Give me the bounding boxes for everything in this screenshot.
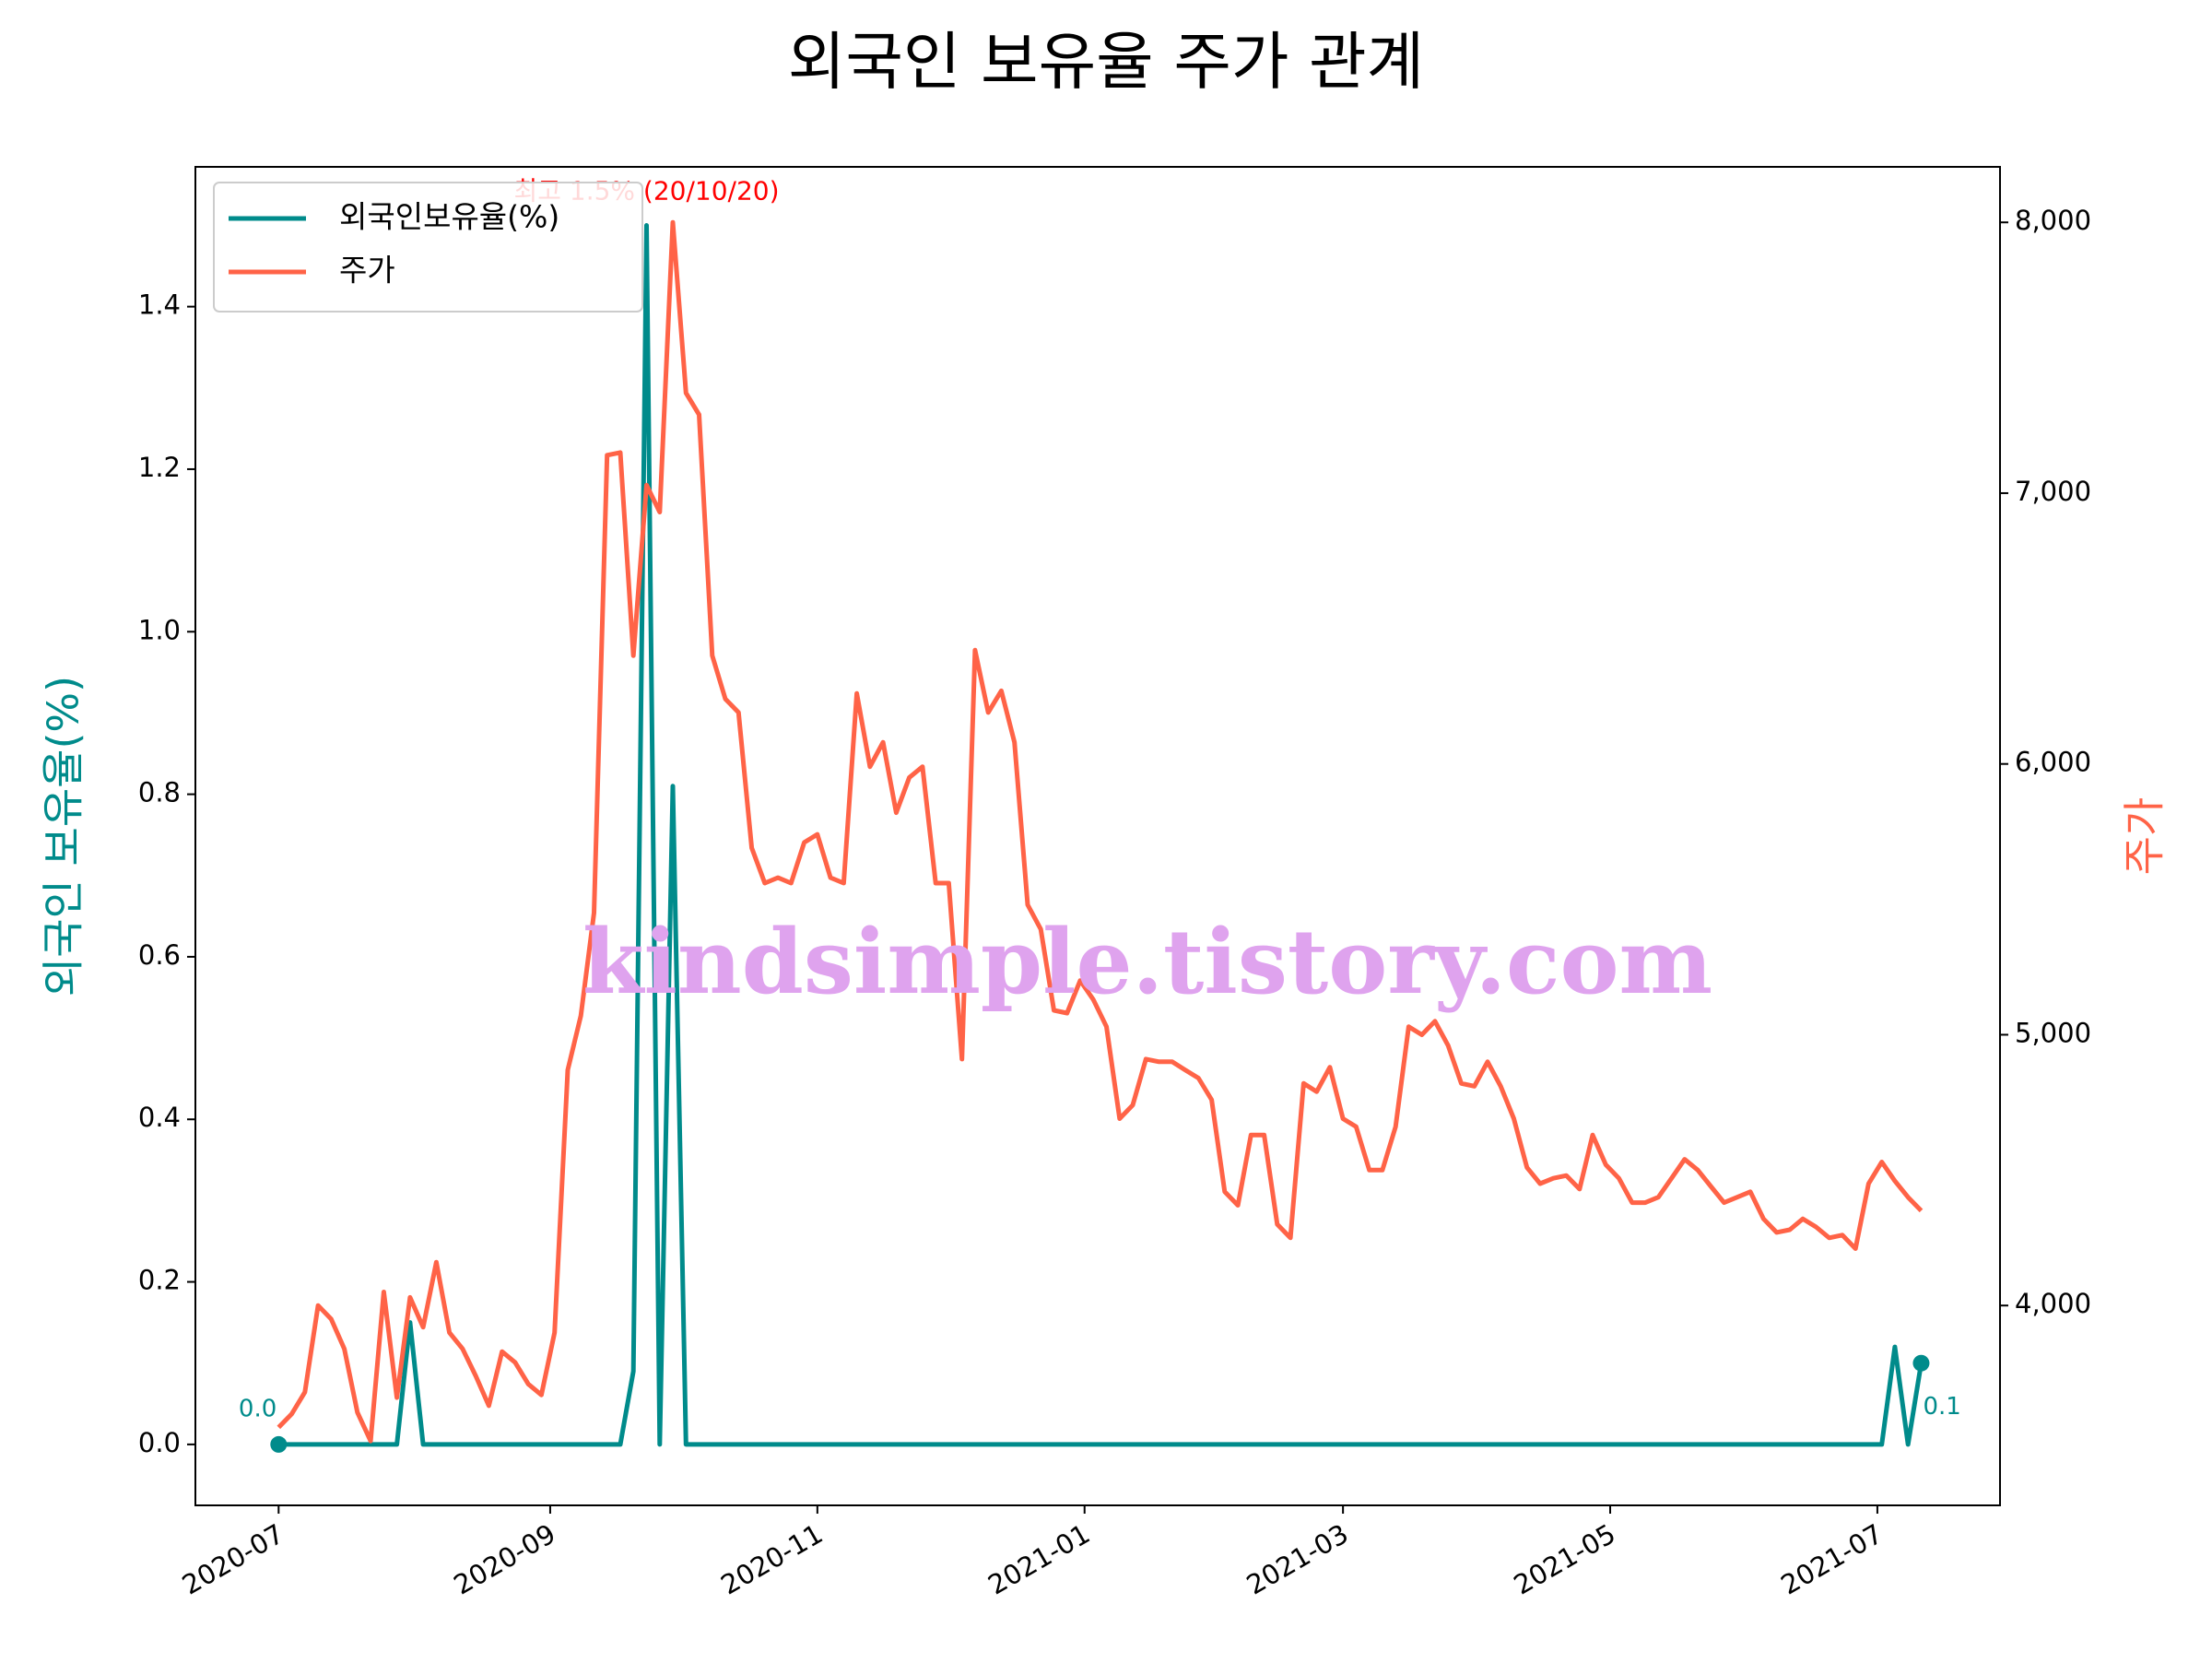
x-tick-label: 2020-07 — [177, 1518, 289, 1601]
watermark: kindsimple.tistory.com — [582, 910, 1712, 1014]
point-marker — [270, 1435, 288, 1453]
legend-label: 외국인보유율(%) — [339, 199, 559, 235]
y2-tick-label: 7,000 — [2015, 476, 2091, 507]
x-tick-label: 2020-11 — [715, 1518, 828, 1601]
x-tick-label: 2021-07 — [1775, 1518, 1888, 1601]
series-line — [276, 219, 1924, 1444]
x-tick-label: 2021-05 — [1509, 1518, 1621, 1601]
y-tick-label: 0.8 — [138, 777, 181, 808]
y2-tick-label: 6,000 — [2015, 747, 2091, 778]
y-tick-label: 0.2 — [138, 1265, 181, 1296]
y-tick-label: 0.6 — [138, 939, 181, 971]
y2-tick-label: 4,000 — [2015, 1288, 2091, 1319]
value-label: 0.0 — [239, 1395, 276, 1422]
y2-axis-label: 주가 — [2120, 797, 2170, 876]
legend-label: 주가 — [339, 253, 395, 289]
y-tick-label: 1.0 — [138, 614, 181, 645]
series-line — [278, 223, 1924, 1447]
x-tick-label: 2021-03 — [1241, 1518, 1354, 1601]
plot-frame — [194, 166, 2001, 1506]
chart-title: 외국인 보유율 주가 관계 — [788, 27, 1424, 100]
x-tick-label: 2020-09 — [449, 1518, 561, 1601]
y2-tick-label: 5,000 — [2015, 1017, 2091, 1048]
y-tick-label: 0.0 — [138, 1427, 181, 1458]
y-axis-label: 외국인 보유율(%) — [39, 676, 88, 997]
y-tick-label: 1.2 — [138, 452, 181, 483]
y-tick-label: 0.4 — [138, 1102, 181, 1133]
x-tick-label: 2021-01 — [982, 1518, 1095, 1601]
y-tick-label: 1.4 — [138, 289, 181, 321]
y2-tick-label: 8,000 — [2015, 205, 2091, 236]
legend-box — [213, 182, 643, 313]
value-label: 0.1 — [1923, 1393, 1960, 1421]
point-marker — [1912, 1354, 1930, 1372]
